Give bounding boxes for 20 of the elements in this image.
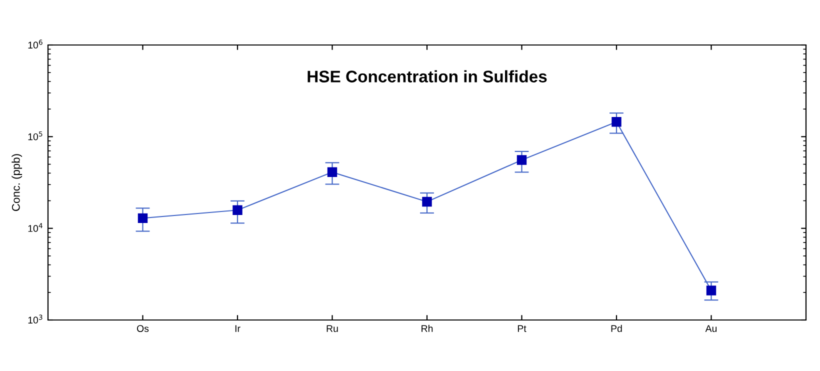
x-tick-label: Ir	[235, 325, 240, 332]
text: HSE Concentration in Sulfides	[308, 70, 547, 82]
x-tick-label: Os	[137, 325, 149, 332]
y-tick-label: 10$^{4}$	[28, 223, 42, 232]
x-tick-label: Rh	[422, 324, 433, 332]
point	[138, 213, 148, 224]
x-tick-label: Au	[705, 325, 717, 332]
point	[612, 117, 622, 127]
point	[422, 196, 432, 207]
point	[232, 205, 242, 215]
point	[706, 286, 716, 296]
y-tick-label: 10$^{6}$	[28, 40, 42, 49]
point	[327, 167, 338, 178]
x-tick-label: Pd	[611, 324, 622, 332]
y-tick-label: 10$^{5}$	[28, 131, 42, 140]
y-tick-label: 10$^{3}$	[28, 314, 42, 324]
y-axis-title: Conc. (ppb)	[12, 154, 22, 211]
x-tick-label: Pt	[518, 325, 526, 332]
point	[516, 155, 527, 165]
x-tick-label: Ru	[326, 325, 338, 332]
